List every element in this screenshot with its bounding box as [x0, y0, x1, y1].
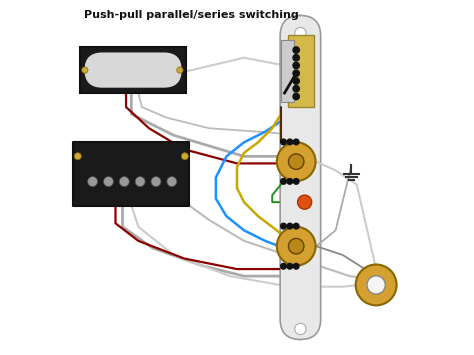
Circle shape	[293, 78, 300, 84]
Circle shape	[287, 223, 292, 229]
FancyBboxPatch shape	[84, 53, 182, 88]
Circle shape	[293, 93, 300, 100]
Circle shape	[293, 86, 300, 92]
Circle shape	[295, 323, 306, 335]
Circle shape	[281, 139, 286, 145]
Circle shape	[293, 70, 300, 76]
Circle shape	[281, 179, 286, 184]
Circle shape	[288, 154, 304, 169]
Circle shape	[88, 177, 98, 186]
Circle shape	[82, 67, 88, 73]
Circle shape	[182, 153, 188, 160]
Circle shape	[281, 263, 286, 269]
Bar	[281, 40, 294, 102]
Circle shape	[293, 139, 299, 145]
Circle shape	[287, 263, 292, 269]
Circle shape	[277, 227, 316, 266]
Circle shape	[103, 177, 113, 186]
Circle shape	[287, 179, 292, 184]
Circle shape	[298, 195, 312, 209]
Circle shape	[293, 263, 299, 269]
Circle shape	[295, 27, 306, 39]
Circle shape	[287, 139, 292, 145]
Circle shape	[177, 67, 183, 73]
Bar	[288, 35, 314, 107]
Circle shape	[293, 179, 299, 184]
Circle shape	[119, 177, 129, 186]
Circle shape	[288, 239, 304, 254]
Circle shape	[293, 47, 300, 53]
Text: Push-pull parallel/series switching: Push-pull parallel/series switching	[84, 10, 299, 20]
Circle shape	[167, 177, 177, 186]
Circle shape	[293, 62, 300, 69]
Circle shape	[293, 55, 300, 61]
Circle shape	[356, 264, 397, 305]
Bar	[73, 142, 190, 206]
FancyBboxPatch shape	[280, 16, 320, 339]
Circle shape	[151, 177, 161, 186]
Circle shape	[367, 276, 385, 294]
Circle shape	[277, 142, 316, 181]
Circle shape	[281, 223, 286, 229]
Circle shape	[293, 223, 299, 229]
Circle shape	[74, 153, 82, 160]
Bar	[80, 47, 186, 93]
Circle shape	[135, 177, 145, 186]
